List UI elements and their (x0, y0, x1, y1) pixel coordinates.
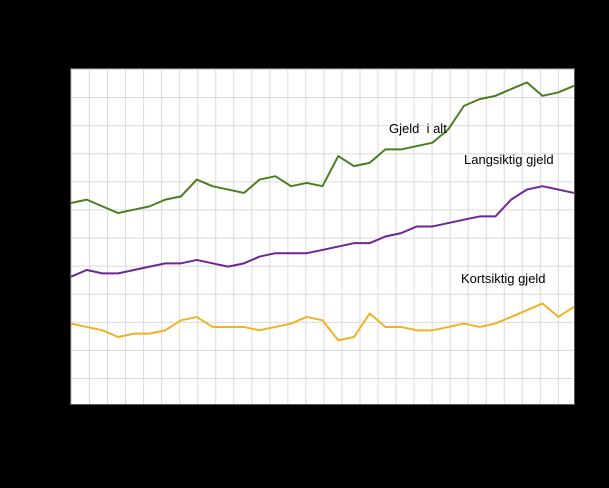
long-term-line (71, 185, 574, 278)
short-term-line (71, 302, 574, 342)
plot-area: Gjeld i alt Langsiktig gjeld Kortsiktig … (70, 68, 575, 405)
chart-lines (71, 81, 574, 342)
total-line (71, 81, 574, 215)
